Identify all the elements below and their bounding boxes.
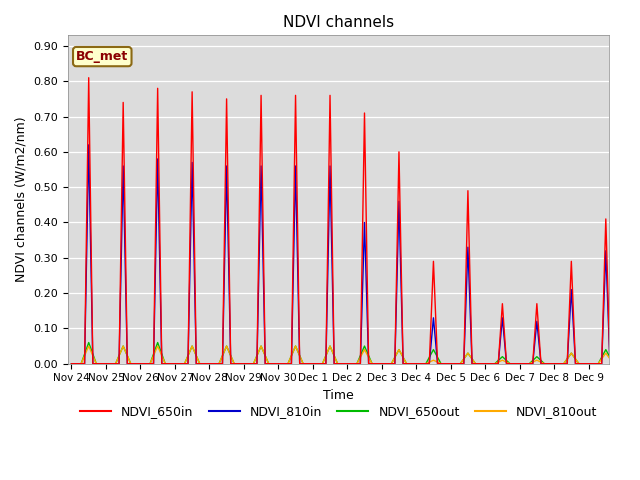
NDVI_810out (85, 343, 93, 349)
Y-axis label: NDVI channels (W/m2/nm): NDVI channels (W/m2/nm) (15, 117, 28, 282)
X-axis label: Time: Time (323, 389, 354, 402)
NDVI_810in (68, 361, 76, 367)
NDVI_650out (447, 361, 454, 367)
NDVI_810in (563, 361, 571, 367)
NDVI_650out (68, 361, 76, 367)
NDVI_810in (412, 361, 420, 367)
NDVI_810out (429, 357, 437, 363)
NDVI_810in (429, 315, 437, 321)
NDVI_810out (68, 361, 76, 367)
Title: NDVI channels: NDVI channels (283, 15, 394, 30)
Text: BC_met: BC_met (76, 50, 129, 63)
Line: NDVI_650out: NDVI_650out (72, 343, 623, 364)
NDVI_650in (399, 361, 407, 367)
NDVI_810in (85, 142, 93, 148)
NDVI_810in (619, 361, 627, 367)
NDVI_650in (85, 75, 93, 81)
NDVI_650out (619, 361, 627, 367)
NDVI_650out (403, 361, 410, 367)
NDVI_650out (319, 361, 326, 367)
NDVI_650in (429, 258, 437, 264)
NDVI_810out (319, 361, 326, 367)
NDVI_810in (399, 361, 407, 367)
NDVI_810out (403, 361, 410, 367)
NDVI_810in (447, 361, 454, 367)
NDVI_650in (412, 361, 420, 367)
NDVI_810in (322, 361, 330, 367)
NDVI_650out (85, 340, 93, 346)
NDVI_650out (560, 361, 568, 367)
NDVI_650out (412, 361, 420, 367)
NDVI_810out (560, 361, 568, 367)
Legend: NDVI_650in, NDVI_810in, NDVI_650out, NDVI_810out: NDVI_650in, NDVI_810in, NDVI_650out, NDV… (75, 400, 602, 423)
Line: NDVI_650in: NDVI_650in (72, 78, 623, 364)
NDVI_810out (447, 361, 454, 367)
NDVI_810out (619, 361, 627, 367)
NDVI_650in (68, 361, 76, 367)
Line: NDVI_810in: NDVI_810in (72, 145, 623, 364)
NDVI_650in (563, 361, 571, 367)
Line: NDVI_810out: NDVI_810out (72, 346, 623, 364)
NDVI_810out (412, 361, 420, 367)
NDVI_650out (429, 347, 437, 352)
NDVI_650in (322, 361, 330, 367)
NDVI_650in (447, 361, 454, 367)
NDVI_650in (619, 361, 627, 367)
